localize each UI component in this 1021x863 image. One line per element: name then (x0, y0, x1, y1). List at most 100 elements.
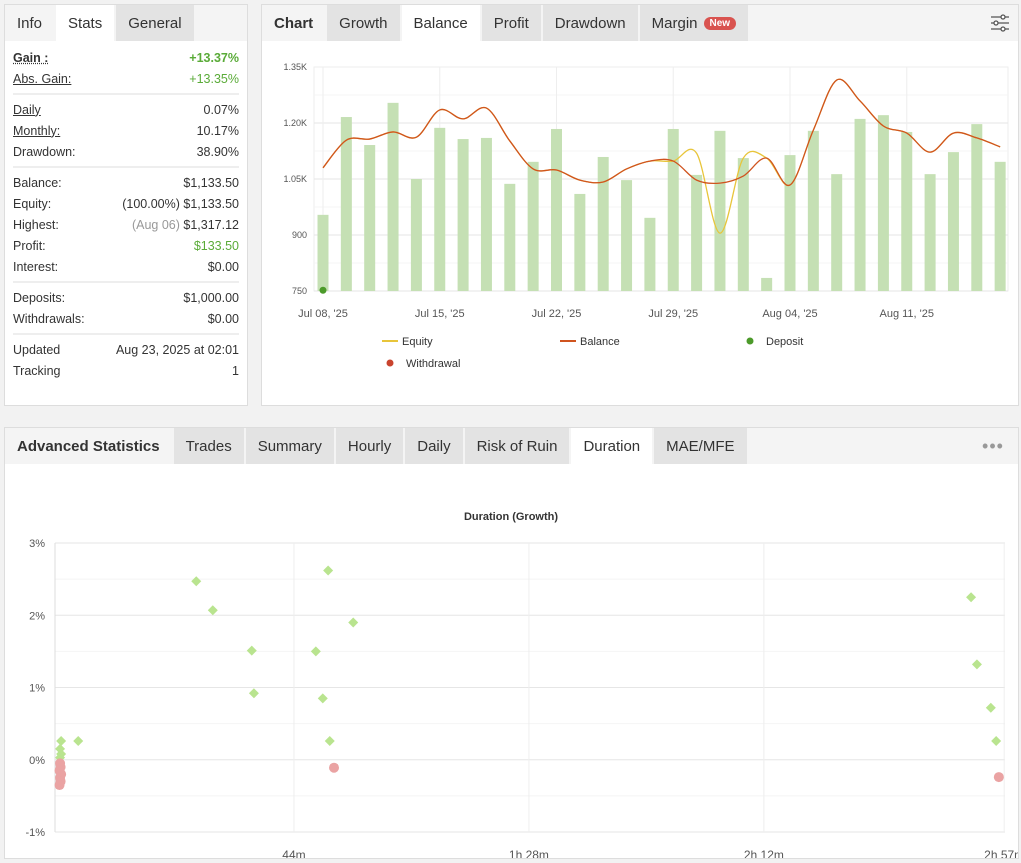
stat-value-text: $1,133.50 (183, 196, 239, 211)
stat-value: (100.00%) $1,133.50 (122, 197, 239, 211)
winner-point (323, 565, 334, 576)
winner-point (191, 576, 202, 587)
stat-value: +13.37% (189, 51, 239, 65)
stat-label[interactable]: Daily (13, 102, 41, 117)
stat-row: Withdrawals: $0.00 (13, 308, 239, 329)
tab-profit[interactable]: Profit (481, 5, 541, 41)
stat-value-text: $1,133.50 (183, 175, 239, 190)
stat-row: Profit: $133.50 (13, 235, 239, 256)
bar (574, 193, 586, 291)
y-tick-label: -1% (25, 827, 45, 839)
winner-point (966, 592, 977, 603)
stats-group: Balance: $1,133.50 Equity: (100.00%) $1,133… (13, 168, 239, 283)
stat-row: Equity: (100.00%) $1,133.50 (13, 193, 239, 214)
winner-point (310, 646, 321, 657)
tab-margin-label: Margin (651, 14, 698, 32)
stat-row: Deposits: $1,000.00 (13, 287, 239, 308)
stat-value-text: Aug 23, 2025 at 02:01 (115, 342, 239, 357)
stat-value: Aug 23, 2025 at 02:01 (116, 343, 239, 357)
stat-label[interactable]: Monthly: (13, 123, 61, 138)
legend-label: Balance (580, 336, 620, 348)
stat-value-text: $133.50 (193, 238, 239, 253)
y-tick-label: 2% (29, 610, 45, 622)
stat-value-text: 0.07% (203, 102, 239, 117)
tab-mae-mfe[interactable]: MAE/MFE (654, 428, 747, 464)
tab-duration[interactable]: Duration (571, 428, 653, 464)
stat-value: (Aug 06) $1,317.12 (132, 218, 239, 232)
bar (364, 145, 376, 291)
tab-info[interactable]: Info (17, 14, 43, 32)
stat-row: Drawdown: 38.90% (13, 141, 239, 162)
tab-growth[interactable]: Growth (327, 5, 400, 41)
winner-point (246, 645, 257, 656)
loser-point (993, 772, 1004, 783)
balance-line (322, 78, 1001, 186)
winner-point (348, 617, 359, 628)
stats-tabs: Info Stats General (5, 5, 247, 41)
stat-row: Balance: $1,133.50 (13, 172, 239, 193)
stat-value: $1,133.50 (183, 176, 239, 190)
stat-value: 10.17% (197, 124, 239, 138)
stat-row: Tracking 1 (13, 360, 239, 381)
x-tick-label: 44m (282, 848, 305, 858)
stat-value: $133.50 (194, 239, 239, 253)
tab-trades[interactable]: Trades (173, 428, 244, 464)
advanced-statistics-panel: Advanced Statistics Trades Summary Hourl… (4, 427, 1021, 862)
stat-label: Profit: (13, 238, 46, 253)
stat-label: Withdrawals: (13, 311, 85, 326)
deposit-marker (319, 286, 327, 294)
legend-label: Equity (402, 336, 433, 348)
stat-value: +13.35% (189, 72, 239, 86)
x-tick-label: Aug 04, '25 (762, 308, 817, 320)
chart-title: Chart (274, 14, 314, 32)
bar (504, 183, 516, 291)
winner-point (991, 735, 1002, 746)
stat-label: Balance: (13, 175, 62, 190)
tab-general[interactable]: General (116, 5, 194, 41)
x-tick-label: Aug 11, '25 (880, 308, 935, 320)
winner-point (207, 605, 218, 616)
tab-stats[interactable]: Stats (56, 5, 115, 41)
stats-panel: Info Stats General Gain : +13.37% Abs. Gai… (4, 4, 248, 406)
y-tick-label: 1.05K (283, 174, 307, 184)
x-tick-label: 2h 57m (984, 848, 1018, 858)
stat-label: Highest: (13, 217, 59, 232)
winner-point (971, 659, 982, 670)
tab-daily[interactable]: Daily (405, 428, 463, 464)
bar (807, 130, 819, 291)
bar (994, 161, 1006, 291)
stat-label[interactable]: Gain : (13, 50, 49, 65)
tab-drawdown[interactable]: Drawdown (542, 5, 638, 41)
winner-point (56, 735, 67, 746)
y-tick-label: 900 (292, 230, 307, 240)
winner-point (324, 735, 335, 746)
stat-value: $0.00 (208, 312, 239, 326)
advanced-title: Advanced Statistics (17, 437, 160, 455)
stat-label[interactable]: Abs. Gain: (13, 71, 72, 86)
tab-risk-of-ruin[interactable]: Risk of Ruin (464, 428, 570, 464)
stat-value-note: (100.00%) (122, 196, 180, 211)
stat-value: $0.00 (208, 260, 239, 274)
stat-value: 1 (232, 364, 239, 378)
tab-hourly[interactable]: Hourly (335, 428, 404, 464)
y-tick-label: 0% (29, 755, 45, 767)
ellipsis-icon[interactable]: ••• (982, 435, 1004, 456)
bar (924, 174, 936, 291)
sliders-icon[interactable] (982, 5, 1018, 41)
bar (551, 128, 562, 291)
winner-point (248, 688, 259, 699)
y-tick-label: 1% (29, 683, 45, 695)
legend-label: Deposit (766, 336, 803, 348)
stat-value-text: +13.37% (189, 50, 239, 65)
bar (667, 128, 679, 291)
stats-group: Updated Aug 23, 2025 at 02:01 Tracking 1 (13, 335, 239, 385)
stat-row: Monthly: 10.17% (13, 120, 239, 141)
chart-title: Duration (Growth) (464, 511, 558, 523)
tab-balance[interactable]: Balance (401, 5, 480, 41)
bar (737, 158, 749, 291)
stat-row: Gain : +13.37% (13, 47, 239, 68)
stat-value: 38.90% (197, 145, 239, 159)
tab-summary[interactable]: Summary (245, 428, 334, 464)
tab-margin[interactable]: Margin New (639, 5, 749, 41)
bar (761, 277, 773, 291)
